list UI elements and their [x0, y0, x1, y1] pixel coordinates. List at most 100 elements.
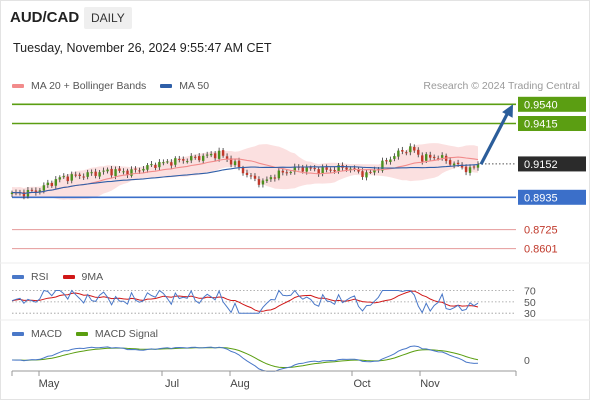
candle-body [432, 156, 436, 158]
candle-body [245, 172, 249, 175]
rsi-line [11, 289, 479, 314]
credit-text: Research © 2024 Trading Central [423, 80, 580, 92]
candle-body [393, 156, 396, 159]
candle-body [178, 158, 181, 160]
candle-body [361, 171, 364, 178]
candle-body [158, 161, 161, 168]
candle-body [305, 167, 308, 172]
candle-body [325, 167, 328, 170]
legend-macd-signal-label: MACD Signal [94, 328, 158, 340]
legend-ma50-swatch [160, 84, 173, 88]
candle-body [142, 168, 145, 171]
candle-body [62, 176, 65, 178]
candle-body [285, 172, 289, 174]
candle-body [30, 189, 34, 191]
candle-body [369, 171, 372, 173]
rsi-tick-30: 30 [524, 308, 536, 320]
candle-body [98, 172, 101, 177]
period-badge[interactable]: DAILY [84, 7, 132, 29]
level-label-0.8601: 0.8601 [524, 244, 558, 256]
legend-ma50-label: MA 50 [179, 80, 210, 92]
candle-body [194, 156, 197, 158]
legend-9ma-swatch [62, 275, 75, 279]
candle-body [102, 170, 105, 172]
candle-body [381, 160, 384, 171]
candle-body [182, 159, 185, 161]
legend-ma50: MA 50 [160, 80, 209, 92]
candle-body [413, 146, 416, 151]
candle-body [190, 156, 193, 161]
candle-body [401, 149, 404, 152]
candle-body [265, 179, 269, 181]
candle-body [154, 164, 157, 168]
level-label-0.9415: 0.9415 [524, 119, 558, 131]
level-tag-0.8935 [518, 189, 586, 205]
legend-macd-signal: MACD Signal [75, 328, 158, 340]
candle-body [429, 154, 432, 158]
candle-body [217, 150, 221, 159]
x-label-Jul: Jul [165, 378, 179, 390]
legend-rsi-label: RSI [31, 271, 49, 283]
legend-macd: MACD [12, 328, 62, 340]
candle-body [209, 153, 213, 156]
legend-9ma: 9MA [62, 271, 104, 283]
candle-body [468, 167, 472, 173]
macd-signal-line [12, 347, 479, 368]
candle-body [349, 168, 352, 170]
candle-body [417, 149, 420, 155]
x-label-Aug: Aug [230, 378, 250, 390]
candle-body [146, 165, 149, 170]
bollinger-band-fill [12, 143, 478, 200]
legend-rsi: RSI [12, 271, 49, 283]
candle-body [94, 171, 97, 176]
x-label-Nov: Nov [420, 378, 440, 390]
price-legend: MA 20 + Bollinger Bands MA 50 [12, 80, 223, 92]
candle-body [345, 167, 348, 170]
current-price-label: 0.9152 [524, 159, 558, 171]
candle-body [440, 155, 444, 158]
candle-body [309, 167, 312, 169]
candle-body [472, 166, 476, 168]
legend-9ma-label: 9MA [81, 271, 104, 283]
candle-body [225, 156, 229, 159]
rsi-tick-70: 70 [524, 286, 536, 298]
candle-body [421, 155, 424, 162]
candle-body [365, 172, 368, 178]
rsi-9ma-line [11, 290, 479, 312]
candle-body [409, 146, 412, 153]
candle-body [301, 167, 304, 172]
candle-body [130, 169, 133, 176]
candle-body [38, 190, 42, 193]
candle-body [10, 192, 14, 195]
candle-body [22, 192, 26, 197]
candle-body [90, 172, 93, 174]
candle-body [385, 160, 388, 162]
candle-body [110, 168, 113, 176]
forecast-arrow-shaft [479, 113, 509, 166]
candle-body [50, 182, 54, 187]
candle-body [464, 166, 468, 173]
candle-body [205, 154, 209, 156]
legend-ma20: MA 20 + Bollinger Bands [12, 80, 146, 92]
candle-body [317, 169, 320, 174]
candle-body [54, 179, 58, 186]
candle-body [425, 154, 428, 161]
candle-body [456, 162, 460, 165]
x-label-Oct: Oct [353, 378, 370, 390]
candle-body [253, 175, 257, 179]
candle-body [389, 159, 392, 162]
candle-body [329, 169, 332, 171]
candle-body [273, 177, 277, 179]
candle-body [436, 158, 440, 160]
candle-body [237, 160, 241, 168]
candle-body [114, 169, 117, 177]
current-price-tag [518, 156, 586, 172]
candle-body [58, 177, 61, 180]
candle-body [78, 174, 81, 176]
symbol-title: AUD/CAD [10, 9, 80, 26]
legend-macd-swatch [12, 332, 24, 336]
candle-body [233, 161, 237, 166]
candle-body [82, 176, 85, 178]
timestamp: Tuesday, November 26, 2024 9:55:47 AM CE… [13, 41, 272, 55]
